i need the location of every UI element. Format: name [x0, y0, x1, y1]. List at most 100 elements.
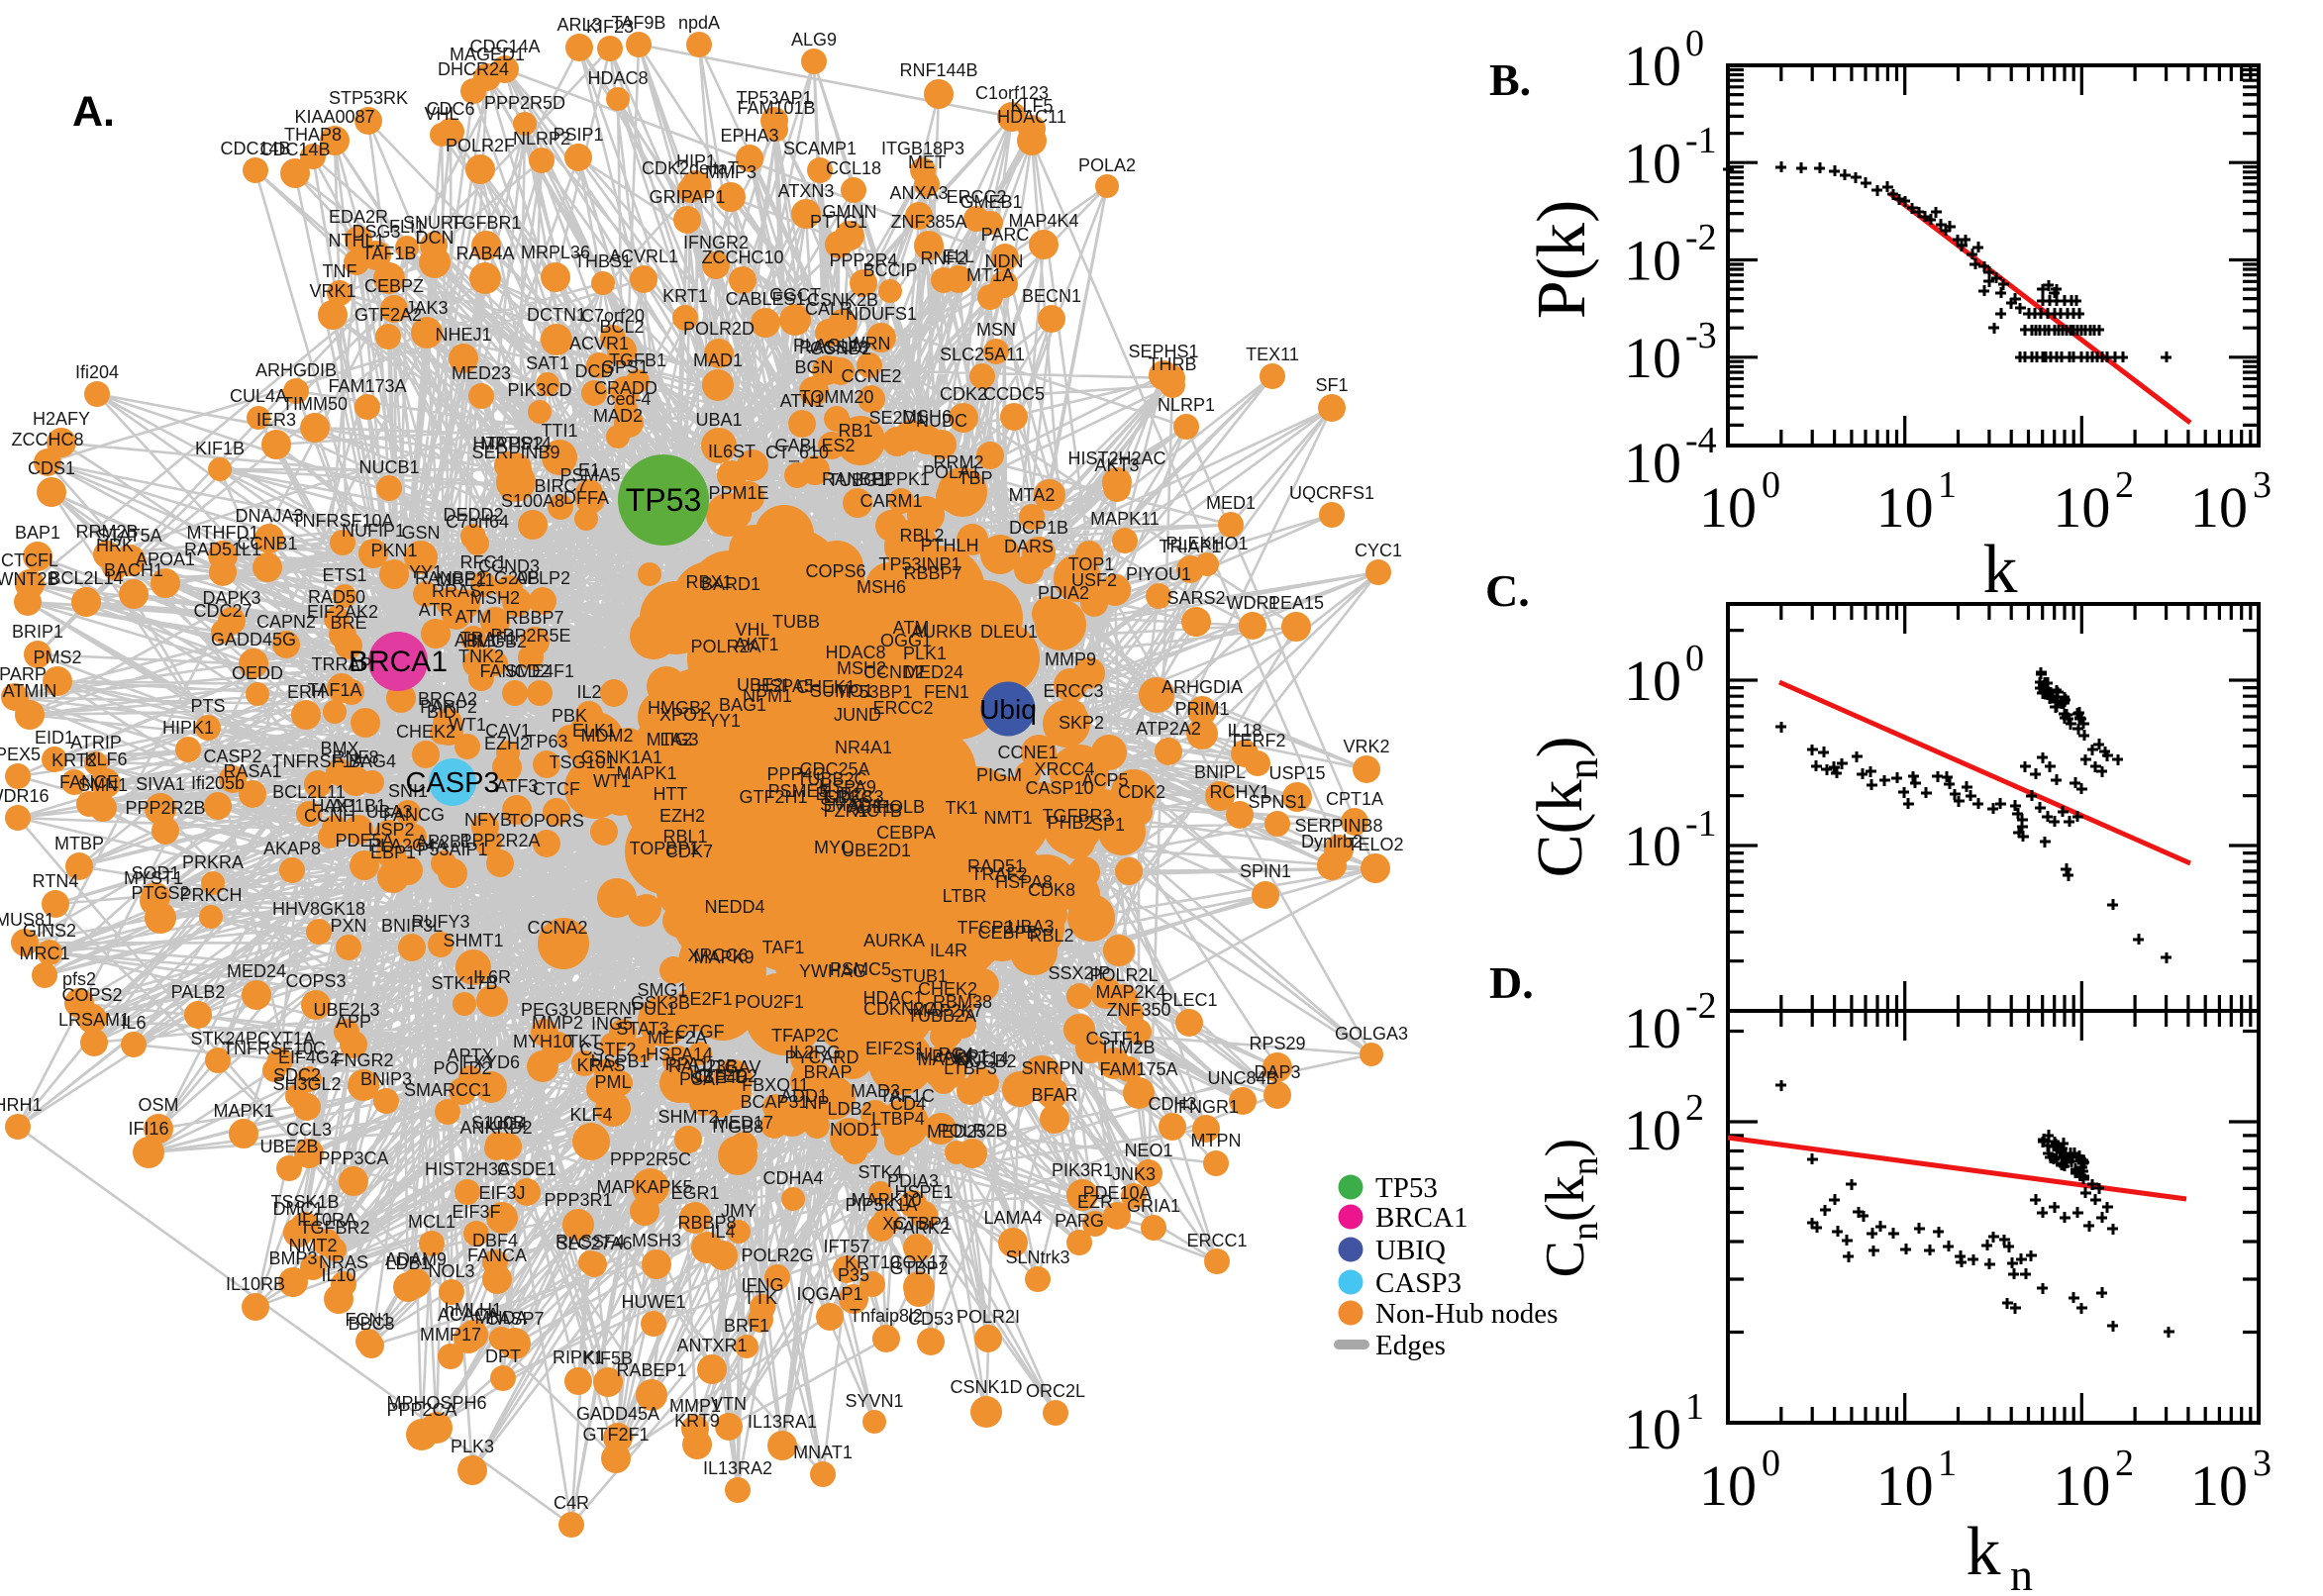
svg-text:BECN1: BECN1 [1022, 286, 1081, 306]
svg-text:RASSF4: RASSF4 [556, 1232, 625, 1251]
svg-text:BCL2L11: BCL2L11 [272, 782, 346, 802]
svg-text:ERCC2: ERCC2 [946, 187, 1006, 207]
svg-text:GSK3B: GSK3B [631, 993, 690, 1013]
svg-text:NMT1: NMT1 [984, 808, 1033, 828]
svg-text:CSNK1A1: CSNK1A1 [581, 748, 662, 767]
svg-text:PTGS2: PTGS2 [131, 883, 189, 903]
svg-text:TP53INP1: TP53INP1 [878, 554, 960, 574]
svg-text:MAPK11: MAPK11 [1090, 509, 1160, 529]
svg-text:ORC2L: ORC2L [1026, 1381, 1085, 1401]
svg-text:FANCA: FANCA [467, 1246, 527, 1265]
svg-text:GSN: GSN [401, 523, 440, 543]
svg-text:D.: D. [1489, 957, 1534, 1008]
svg-text:RRM2B: RRM2B [75, 522, 138, 542]
svg-text:NPM1: NPM1 [743, 686, 792, 706]
svg-text:10: 10 [1876, 475, 1934, 540]
svg-text:MMP2: MMP2 [532, 1013, 583, 1033]
svg-text:FZR1: FZR1 [824, 801, 868, 821]
svg-text:BMP3: BMP3 [268, 1248, 317, 1268]
svg-text:RRAS: RRAS [432, 581, 481, 601]
svg-text:MTA2: MTA2 [1009, 485, 1056, 505]
svg-text:DCP1B: DCP1B [1009, 518, 1068, 538]
svg-text:MAPK9: MAPK9 [693, 948, 754, 967]
svg-text:PLEKHO1: PLEKHO1 [1165, 534, 1248, 553]
svg-text:FAM101B: FAM101B [737, 98, 815, 118]
svg-text:NMT2: NMT2 [289, 1236, 338, 1255]
svg-text:CUL4A: CUL4A [230, 386, 287, 406]
svg-text:STK17B: STK17B [431, 973, 497, 993]
svg-text:EIF2AK2: EIF2AK2 [307, 602, 378, 622]
svg-text:RNF8: RNF8 [332, 748, 378, 767]
svg-text:BRAP: BRAP [803, 1062, 852, 1082]
svg-text:CDC14A: CDC14A [469, 37, 540, 56]
svg-text:RBBP7: RBBP7 [903, 563, 961, 583]
svg-text:KIAA0087: KIAA0087 [294, 107, 374, 127]
svg-text:PSIP1: PSIP1 [553, 125, 603, 145]
svg-text:RAD23B: RAD23B [668, 1056, 738, 1076]
svg-text:PPP2R5E: PPP2R5E [490, 626, 570, 646]
svg-text:EBP1: EBP1 [370, 843, 416, 862]
svg-text:TP53AP1: TP53AP1 [736, 88, 812, 108]
svg-text:VHL: VHL [424, 104, 458, 124]
svg-text:TNK2: TNK2 [458, 647, 504, 666]
svg-text:PPA1: PPA1 [665, 1054, 710, 1074]
svg-text:CCND3: CCND3 [478, 556, 540, 576]
svg-text:HUWE1: HUWE1 [621, 1292, 685, 1312]
svg-text:GRIA1: GRIA1 [1127, 1196, 1180, 1216]
svg-text:HDAC8: HDAC8 [825, 643, 885, 662]
svg-text:TIMM50: TIMM50 [282, 394, 348, 414]
svg-text:MAPK1: MAPK1 [213, 1101, 273, 1121]
svg-text:MED17: MED17 [714, 1113, 773, 1133]
svg-text:CDK2: CDK2 [940, 384, 987, 404]
svg-text:NR4A1: NR4A1 [835, 738, 892, 757]
svg-text:TRRAP: TRRAP [311, 654, 371, 674]
svg-text:HTT: HTT [654, 784, 688, 804]
svg-text:ING5: ING5 [591, 1014, 633, 1034]
svg-text:PDE5A: PDE5A [335, 831, 393, 850]
svg-text:ERCC3: ERCC3 [823, 787, 883, 807]
svg-text:Cn(kn): Cn(kn) [1535, 1139, 1606, 1278]
svg-text:CEBPB: CEBPB [977, 923, 1038, 943]
svg-text:C1orf123: C1orf123 [975, 83, 1049, 103]
svg-text:PDIA2: PDIA2 [1038, 583, 1089, 603]
svg-text:MYH10: MYH10 [513, 1032, 572, 1051]
svg-text:PTHLH: PTHLH [920, 536, 978, 555]
svg-text:TAF9B: TAF9B [612, 13, 666, 33]
svg-text:C4R: C4R [554, 1493, 589, 1513]
svg-text:PPP2R5D: PPP2R5D [484, 93, 565, 113]
svg-text:TUBB2C: TUBB2C [796, 769, 866, 789]
svg-text:TP53BP1: TP53BP1 [836, 682, 912, 702]
svg-text:POLR2L: POLR2L [1089, 965, 1158, 985]
svg-text:PCYT1A: PCYT1A [246, 1029, 315, 1048]
svg-text:IL10: IL10 [321, 1265, 355, 1285]
svg-text:AP2B1: AP2B1 [416, 832, 471, 851]
svg-text:POLR2F: POLR2F [446, 136, 515, 155]
svg-text:NRAS: NRAS [319, 1252, 368, 1272]
svg-text:CSDE1: CSDE1 [497, 1159, 556, 1179]
svg-text:CPT1A: CPT1A [1326, 789, 1383, 809]
svg-text:VTN: VTN [711, 1394, 747, 1414]
svg-text:STAT5A: STAT5A [97, 526, 161, 546]
svg-text:ATP2A2: ATP2A2 [1136, 719, 1201, 739]
svg-text:Ifi205b: Ifi205b [191, 773, 245, 793]
svg-text:HIPK1: HIPK1 [162, 718, 214, 738]
svg-text:PLAGL1: PLAGL1 [793, 336, 860, 355]
svg-text:BRF1: BRF1 [724, 1316, 769, 1336]
svg-text:PRIM1: PRIM1 [1174, 699, 1229, 719]
svg-text:ZNF350: ZNF350 [1106, 1000, 1170, 1020]
svg-text:BCL2L14: BCL2L14 [49, 568, 123, 588]
svg-text:IFI16: IFI16 [128, 1119, 168, 1139]
svg-text:HSPB1: HSPB1 [590, 1051, 649, 1071]
svg-text:MTHFD1: MTHFD1 [187, 523, 259, 543]
svg-text:MAP2K4: MAP2K4 [1095, 982, 1165, 1002]
svg-text:ATMIN: ATMIN [3, 681, 57, 701]
svg-text:-3: -3 [1685, 315, 1717, 356]
svg-text:UBE4B: UBE4B [689, 1067, 748, 1087]
svg-text:POLA2: POLA2 [1078, 155, 1136, 175]
svg-text:FAM173A: FAM173A [328, 376, 406, 396]
svg-text:TSG101: TSG101 [549, 752, 615, 772]
svg-text:SHMT2: SHMT2 [657, 1107, 718, 1127]
svg-text:XRCC6: XRCC6 [687, 946, 748, 965]
svg-text:k: k [1967, 1514, 2001, 1590]
svg-text:10: 10 [1624, 326, 1681, 390]
